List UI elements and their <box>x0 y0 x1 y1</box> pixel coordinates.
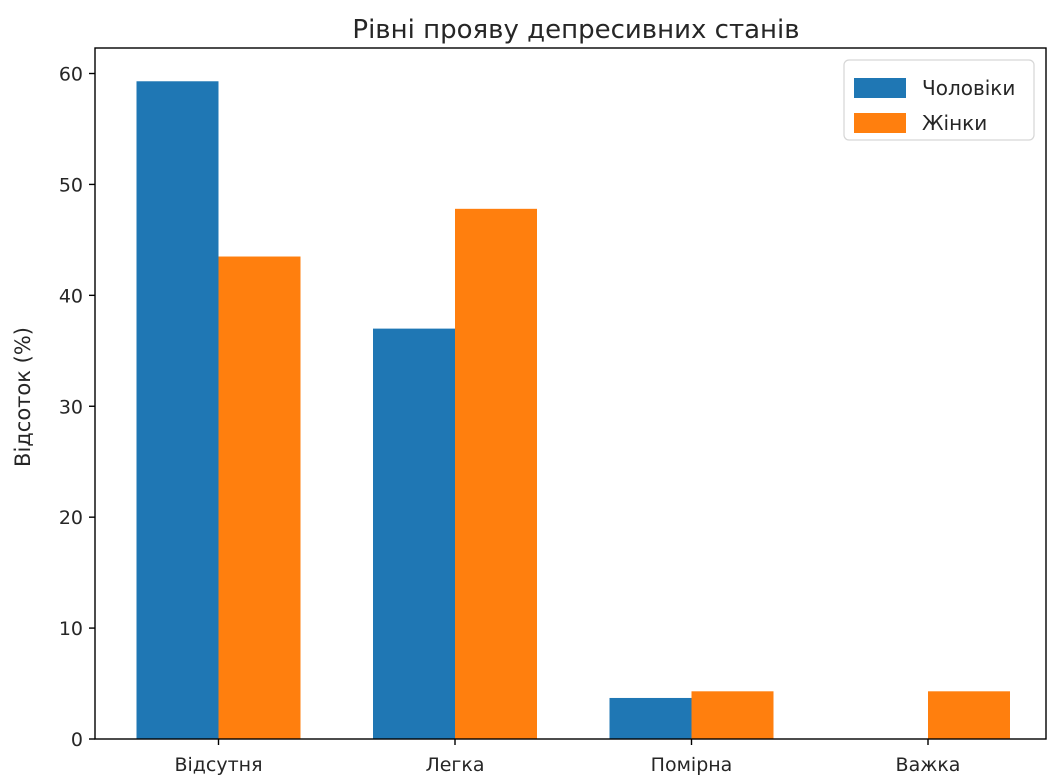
bar-series-2-1 <box>218 256 301 739</box>
bar-series-1-2 <box>373 328 455 739</box>
y-tick-label: 0 <box>71 729 83 751</box>
legend-label-1: Чоловіки <box>922 76 1015 100</box>
legend-swatch-2 <box>854 113 906 133</box>
bar-series-2-4 <box>928 691 1010 739</box>
y-tick-label: 30 <box>59 396 83 418</box>
x-tick-label: Важка <box>896 754 961 776</box>
y-tick-label: 40 <box>59 285 83 307</box>
legend-label-2: Жінки <box>922 111 987 135</box>
bar-series-2-3 <box>691 691 774 739</box>
x-tick-label: Легка <box>425 754 484 776</box>
legend: Чоловіки Жінки <box>843 59 1035 141</box>
x-ticks: Відсутня Легка Помірна Важка <box>174 739 960 776</box>
bar-series-2-2 <box>455 208 537 739</box>
y-ticks: 0 10 20 30 40 50 60 <box>59 64 95 751</box>
bars-layer <box>136 81 1010 739</box>
legend-swatch-1 <box>854 78 906 98</box>
y-tick-label: 50 <box>59 174 83 196</box>
y-tick-label: 60 <box>59 64 83 86</box>
x-tick-label: Відсутня <box>174 754 262 776</box>
y-axis-label: Відсоток (%) <box>11 327 35 467</box>
bar-series-1-3 <box>609 697 692 739</box>
plot-frame <box>94 47 1047 740</box>
x-tick-label: Помірна <box>651 754 733 776</box>
chart-title: Рівні прояву депресивних станів <box>352 15 799 45</box>
y-tick-label: 20 <box>59 507 83 529</box>
y-tick-label: 10 <box>59 618 83 640</box>
bar-series-1-1 <box>136 81 219 739</box>
